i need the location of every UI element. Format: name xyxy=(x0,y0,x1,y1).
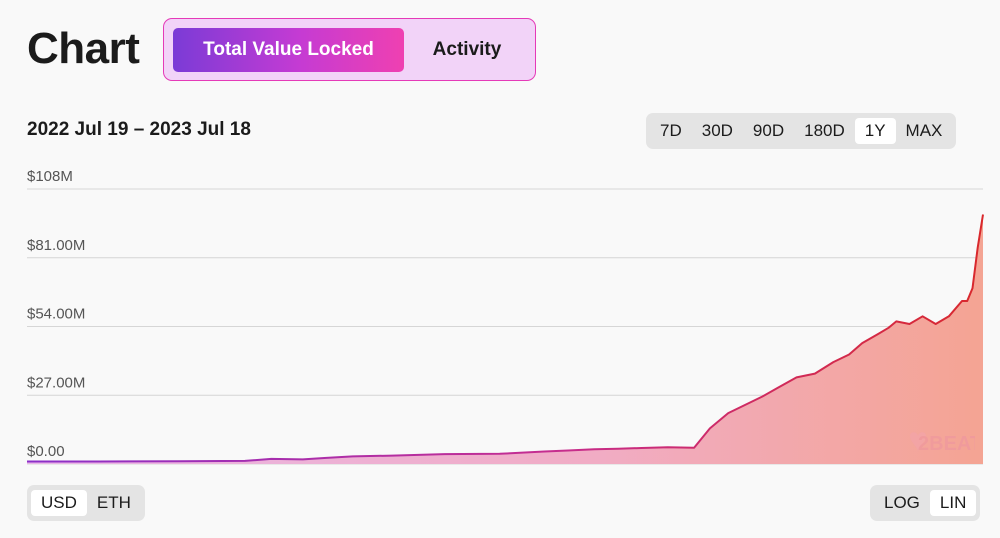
scale-lin-button[interactable]: LIN xyxy=(929,490,977,516)
tab-activity[interactable]: Activity xyxy=(432,39,502,60)
y-tick-label: $27.00M xyxy=(27,374,85,391)
currency-selector: USD ETH xyxy=(27,485,145,521)
tvl-area-fill xyxy=(27,214,983,464)
y-tick-label: $54.00M xyxy=(27,306,85,323)
svg-text:2BEAT: 2BEAT xyxy=(918,433,975,455)
range-7d-button[interactable]: 7D xyxy=(660,121,682,140)
currency-eth-button[interactable]: ETH xyxy=(96,493,131,512)
scale-selector: LOG LIN xyxy=(870,485,981,521)
range-30d-button[interactable]: 30D xyxy=(701,121,733,140)
l2beat-logo: 2BEAT xyxy=(910,432,975,455)
y-tick-label: $81.00M xyxy=(27,237,85,254)
tvl-chart: $108M $81.00M $54.00M $27.00M $0.00 xyxy=(27,168,984,465)
tab-total-value-locked[interactable]: Total Value Locked xyxy=(173,28,404,72)
y-tick-label: $0.00 xyxy=(27,443,65,460)
page-title: Chart xyxy=(27,24,140,73)
range-180d-button[interactable]: 180D xyxy=(804,121,845,140)
tvl-series-line xyxy=(27,214,984,463)
date-range-label: 2022 Jul 19 – 2023 Jul 18 xyxy=(27,119,251,140)
chart-type-tabs: Total Value Locked Activity xyxy=(163,18,536,81)
currency-usd-button[interactable]: USD xyxy=(31,490,87,516)
time-range-selector: 7D 30D 90D 180D 1Y MAX xyxy=(646,113,957,149)
range-max-button[interactable]: MAX xyxy=(905,121,943,140)
y-tick-label: $108M xyxy=(27,168,73,185)
range-90d-button[interactable]: 90D xyxy=(752,121,785,140)
scale-log-button[interactable]: LOG xyxy=(884,493,920,512)
range-1y-button[interactable]: 1Y xyxy=(854,118,896,144)
